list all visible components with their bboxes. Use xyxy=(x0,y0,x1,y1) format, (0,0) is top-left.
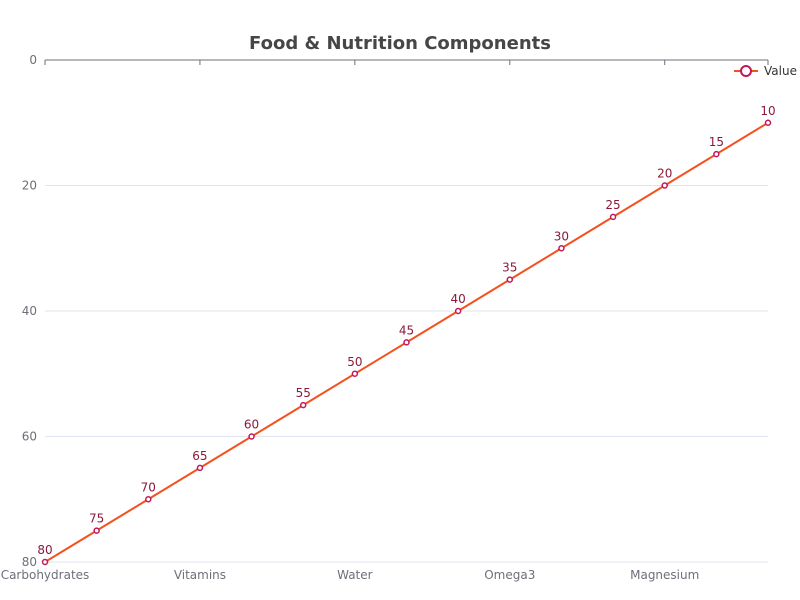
data-point[interactable] xyxy=(506,276,514,283)
data-point[interactable] xyxy=(196,464,204,472)
data-label: 50 xyxy=(347,355,362,369)
y-tick-label: 80 xyxy=(22,555,37,569)
data-point[interactable] xyxy=(609,213,617,221)
data-point[interactable] xyxy=(661,182,668,189)
series-value xyxy=(41,119,772,566)
data-point[interactable] xyxy=(351,370,359,377)
data-point[interactable] xyxy=(558,245,565,252)
data-point[interactable] xyxy=(248,433,255,440)
data-label: 80 xyxy=(37,543,52,557)
x-tick-label: Water xyxy=(337,568,373,582)
data-point[interactable] xyxy=(299,401,307,409)
data-label: 70 xyxy=(141,480,156,494)
legend-label: Value xyxy=(764,64,797,78)
data-label: 45 xyxy=(399,323,414,337)
x-tick-label: Omega3 xyxy=(484,568,535,582)
data-label: 35 xyxy=(502,261,517,275)
chart-title: Food & Nutrition Components xyxy=(249,33,551,54)
legend-marker-icon xyxy=(740,65,752,77)
grid-lines xyxy=(45,185,768,563)
data-label: 60 xyxy=(244,418,259,432)
data-labels: 80 75 70 65 60 55 50 45 40 35 30 25 20 15 10 xyxy=(37,104,775,557)
data-label: 40 xyxy=(451,292,466,306)
data-point[interactable] xyxy=(454,307,462,315)
data-label: 75 xyxy=(89,512,104,526)
x-tick-label: Carbohydrates xyxy=(1,568,90,582)
y-tick-label: 60 xyxy=(22,430,37,444)
data-point[interactable] xyxy=(713,150,720,158)
legend[interactable]: Value xyxy=(734,64,797,78)
data-label: 65 xyxy=(192,449,207,463)
x-tick-label: Vitamins xyxy=(174,568,226,582)
data-point[interactable] xyxy=(145,496,152,503)
data-label: 55 xyxy=(296,386,311,400)
data-point[interactable] xyxy=(403,339,410,346)
y-tick-label: 0 xyxy=(29,53,37,67)
data-point[interactable] xyxy=(93,527,100,534)
data-label: 10 xyxy=(760,104,775,118)
data-label: 30 xyxy=(554,229,569,243)
data-point[interactable] xyxy=(764,119,772,126)
data-point[interactable] xyxy=(41,558,49,566)
data-label: 25 xyxy=(605,198,620,212)
x-tick-label: Magnesium xyxy=(630,568,699,582)
y-tick-label: 40 xyxy=(22,304,37,318)
data-label: 15 xyxy=(709,135,724,149)
y-tick-label: 20 xyxy=(22,179,37,193)
data-label: 20 xyxy=(657,167,672,181)
